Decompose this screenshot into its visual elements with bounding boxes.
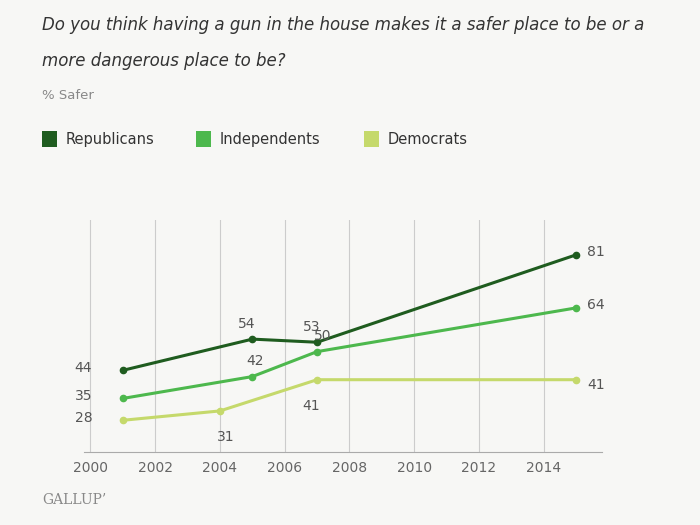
Text: 35: 35: [75, 388, 92, 403]
Text: Independents: Independents: [220, 132, 321, 146]
Text: % Safer: % Safer: [42, 89, 94, 102]
Text: 54: 54: [238, 317, 256, 331]
Text: 53: 53: [303, 320, 321, 334]
Text: 44: 44: [75, 361, 92, 374]
Text: 41: 41: [302, 399, 321, 413]
Text: Democrats: Democrats: [388, 132, 468, 146]
Text: 81: 81: [587, 245, 605, 259]
Text: 64: 64: [587, 298, 605, 312]
Text: 31: 31: [217, 430, 234, 444]
Text: Republicans: Republicans: [66, 132, 155, 146]
Text: 42: 42: [246, 354, 264, 368]
Text: 41: 41: [587, 378, 605, 392]
Text: more dangerous place to be?: more dangerous place to be?: [42, 52, 286, 70]
Text: 28: 28: [75, 411, 92, 425]
Text: Do you think having a gun in the house makes it a safer place to be or a: Do you think having a gun in the house m…: [42, 16, 645, 34]
Text: GALLUP’: GALLUP’: [42, 492, 106, 507]
Text: 50: 50: [314, 329, 331, 343]
